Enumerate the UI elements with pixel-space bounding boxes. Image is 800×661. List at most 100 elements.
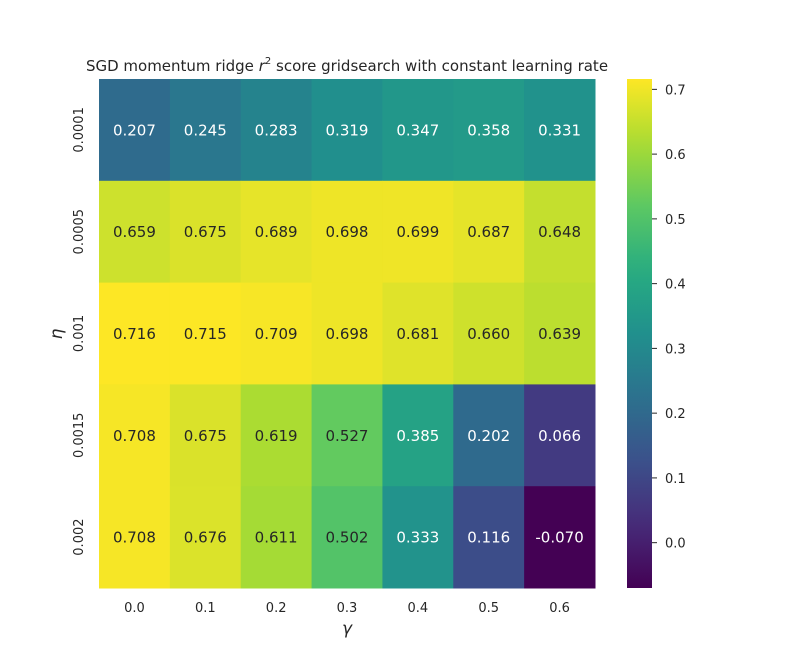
heatmap-cell-label: 0.698 [326, 325, 369, 343]
heatmap-cell-label: 0.116 [467, 529, 510, 547]
x-tick-label: 0.4 [408, 601, 429, 616]
heatmap-cell [169, 282, 242, 385]
heatmap-cell-label: 0.502 [326, 529, 369, 547]
heatmap-cell-label: 0.319 [326, 121, 369, 139]
heatmap-cell-label: -0.070 [535, 529, 583, 547]
heatmap-cell [524, 79, 596, 182]
heatmap-cell-label: 0.202 [467, 427, 510, 445]
heatmap-cell [311, 79, 383, 182]
heatmap-cell-label: 0.699 [396, 223, 439, 241]
heatmap-cell-label: 0.716 [113, 325, 156, 343]
y-axis-label: η [47, 328, 67, 339]
heatmap-cell-label: 0.619 [255, 427, 298, 445]
heatmap-cell [99, 180, 171, 284]
heatmap-cell-label: 0.675 [184, 427, 227, 445]
heatmap-cell-label: 0.698 [326, 223, 369, 241]
x-tick-label: 0.5 [478, 601, 499, 616]
heatmap-cells [99, 79, 596, 589]
y-tick-label: 0.001 [72, 315, 87, 352]
x-tick-label: 0.0 [124, 601, 145, 616]
x-tick-label: 0.3 [337, 601, 358, 616]
heatmap-cell [240, 79, 313, 182]
heatmap-cell-label: 0.675 [184, 223, 227, 241]
y-tick-label: 0.0015 [72, 413, 87, 459]
heatmap-cell [453, 384, 525, 487]
x-tick-label: 0.6 [549, 601, 570, 616]
heatmap-cell-label: 0.687 [467, 223, 510, 241]
y-tick-label: 0.0001 [72, 107, 87, 153]
heatmap-cell-label: 0.715 [184, 325, 227, 343]
heatmap-cell [169, 384, 242, 487]
heatmap-cell [311, 486, 383, 589]
heatmap-cell-label: 0.676 [184, 529, 227, 547]
heatmap-cell-label: 0.385 [396, 427, 439, 445]
heatmap-cell [169, 79, 242, 182]
heatmap-cell-label: 0.708 [113, 529, 156, 547]
x-axis-tick-labels: 0.0 0.1 0.2 0.3 0.4 0.5 0.6 [124, 601, 570, 616]
heatmap-cell-label: 0.611 [255, 529, 298, 547]
heatmap-cell-label: 0.283 [255, 121, 298, 139]
y-tick-label: 0.0005 [72, 209, 87, 255]
colorbar-tick-label: 0.0 [665, 537, 686, 552]
colorbar [627, 79, 652, 588]
colorbar-tick-label: 0.7 [665, 83, 686, 98]
x-tick-label: 0.1 [195, 601, 216, 616]
heatmap-cell [382, 79, 454, 182]
heatmap-cell [382, 486, 454, 589]
colorbar-tick-label: 0.5 [665, 213, 686, 228]
heatmap-cell [99, 384, 171, 487]
colorbar-tick-label: 0.2 [665, 407, 686, 422]
heatmap-cell [524, 486, 596, 589]
heatmap-cell [169, 180, 242, 284]
heatmap-cell [453, 180, 525, 284]
heatmap-cell-label: 0.207 [113, 121, 156, 139]
heatmap-cell-label: 0.681 [396, 325, 439, 343]
heatmap-cell-label: 0.639 [538, 325, 581, 343]
colorbar-tick-label: 0.1 [665, 472, 686, 487]
heatmap-cell [311, 282, 383, 385]
heatmap-cell [99, 282, 171, 385]
x-axis-label: γ [342, 619, 353, 639]
heatmap-cell-labels: 0.207 0.245 0.283 0.319 0.347 0.358 0.331 0.659… [113, 121, 584, 546]
heatmap-cell [524, 282, 596, 385]
heatmap-cell [382, 282, 454, 385]
heatmap-cell [99, 79, 171, 182]
heatmap-cell [240, 486, 313, 589]
heatmap-cell [240, 384, 313, 487]
heatmap-cell [169, 486, 242, 589]
heatmap-cell-label: 0.358 [467, 121, 510, 139]
colorbar-tick-labels: 0.0 0.1 0.2 0.3 0.4 0.5 0.6 0.7 [652, 83, 686, 552]
y-axis-tick-labels: 0.0001 0.0005 0.001 0.0015 0.002 [72, 107, 87, 556]
heatmap-cell [311, 384, 383, 487]
heatmap-cell-label: 0.331 [538, 121, 581, 139]
heatmap-cell-label: 0.347 [396, 121, 439, 139]
heatmap-cell-label: 0.066 [538, 427, 581, 445]
heatmap-cell-label: 0.659 [113, 223, 156, 241]
heatmap-cell [453, 282, 525, 385]
heatmap-cell [524, 180, 596, 284]
heatmap-cell [453, 79, 525, 182]
colorbar-tick-label: 0.6 [665, 148, 686, 163]
heatmap-cell-label: 0.709 [255, 325, 298, 343]
heatmap-cell [311, 180, 383, 284]
heatmap-cell [382, 180, 454, 284]
heatmap-cell [99, 486, 171, 589]
colorbar-tick-label: 0.4 [665, 278, 686, 293]
heatmap-cell-label: 0.689 [255, 223, 298, 241]
colorbar-tick-label: 0.3 [665, 342, 686, 357]
heatmap-cell [382, 384, 454, 487]
chart-title: SGD momentum ridge r2 score gridsearch w… [86, 56, 608, 75]
heatmap-cell-label: 0.708 [113, 427, 156, 445]
y-tick-label: 0.002 [72, 518, 87, 555]
heatmap-cell-label: 0.333 [396, 529, 439, 547]
heatmap-cell [240, 180, 313, 284]
heatmap-cell-label: 0.660 [467, 325, 510, 343]
heatmap-cell [240, 282, 313, 385]
heatmap-cell [453, 486, 525, 589]
heatmap-cell-label: 0.245 [184, 121, 227, 139]
x-tick-label: 0.2 [266, 601, 287, 616]
heatmap-cell-label: 0.527 [326, 427, 369, 445]
heatmap-cell [524, 384, 596, 487]
heatmap-cell-label: 0.648 [538, 223, 581, 241]
